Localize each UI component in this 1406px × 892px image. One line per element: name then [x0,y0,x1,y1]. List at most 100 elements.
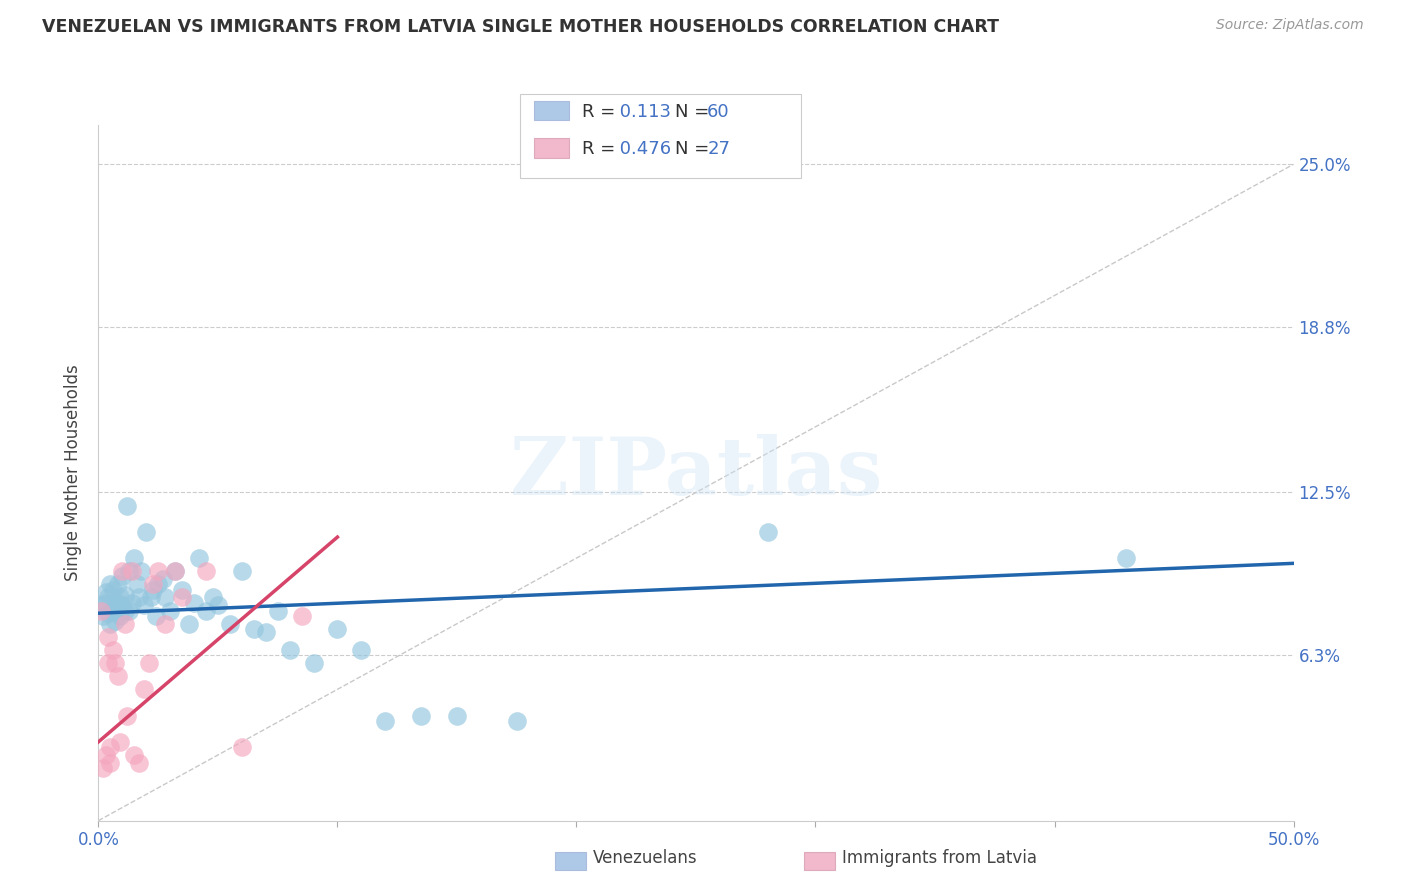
Point [98,756,122,770]
Point [111,599,134,613]
Point [756,524,779,539]
Text: Venezuelans: Venezuelans [593,849,697,867]
Point [97,606,120,620]
Point [125,577,148,591]
Point [104,656,127,670]
Text: 0.476: 0.476 [614,140,672,158]
Point [101,582,124,597]
Point [145,608,167,623]
Point [114,588,136,602]
Point [121,596,143,610]
Point [411,708,433,723]
Point [94,585,117,599]
Point [278,643,301,657]
Point [115,499,138,513]
Point [132,682,155,697]
Point [97,591,120,605]
Point [128,591,150,605]
Text: R =: R = [582,103,621,120]
Point [124,551,146,566]
Point [194,564,218,578]
Y-axis label: Single Mother Households: Single Mother Households [65,365,83,581]
Point [108,591,131,605]
Point [139,591,162,605]
Point [374,714,396,728]
Point [187,551,209,566]
Point [243,622,266,636]
Text: Source: ZipAtlas.com: Source: ZipAtlas.com [1216,18,1364,32]
Point [155,591,177,605]
Point [132,599,155,613]
Point [107,577,129,591]
Point [138,656,160,670]
Point [98,616,122,631]
Point [131,564,153,578]
Point [90,599,112,613]
Point [152,572,174,586]
Point [108,608,131,623]
Point [91,608,114,623]
Point [91,761,114,775]
Point [97,656,120,670]
Point [118,564,141,578]
Text: ZIPatlas: ZIPatlas [510,434,882,512]
Point [219,616,242,631]
Point [350,643,373,657]
Text: N =: N = [675,140,714,158]
Point [142,582,165,597]
Point [115,708,138,723]
Point [172,582,194,597]
Point [254,624,277,639]
Point [231,564,253,578]
Text: N =: N = [675,103,714,120]
Point [98,577,122,591]
Point [104,599,127,613]
Point [231,740,253,755]
Point [128,756,150,770]
Point [148,577,170,591]
Point [104,614,127,628]
Point [114,616,136,631]
Point [111,569,134,583]
Point [291,608,314,623]
Point [326,622,349,636]
Point [97,630,120,644]
Point [135,524,157,539]
Point [506,714,529,728]
Point [114,604,136,618]
Point [302,656,325,670]
Point [159,604,181,618]
Point [94,596,117,610]
Point [101,643,124,657]
Point [124,747,146,762]
Text: 0.113: 0.113 [614,103,672,120]
Point [108,735,131,749]
Text: 27: 27 [707,140,730,158]
Text: Immigrants from Latvia: Immigrants from Latvia [842,849,1038,867]
Point [107,596,129,610]
Point [101,604,124,618]
Point [98,740,122,755]
Point [183,596,205,610]
Point [94,747,117,762]
Point [118,604,141,618]
Point [267,604,290,618]
Point [111,564,134,578]
Point [107,669,129,683]
Point [155,616,177,631]
Point [142,577,165,591]
Point [179,616,201,631]
Text: VENEZUELAN VS IMMIGRANTS FROM LATVIA SINGLE MOTHER HOUSEHOLDS CORRELATION CHART: VENEZUELAN VS IMMIGRANTS FROM LATVIA SIN… [42,18,1000,36]
Point [121,564,143,578]
Point [446,708,468,723]
Point [163,564,186,578]
Point [194,604,218,618]
Point [172,591,194,605]
Point [148,564,170,578]
Point [163,564,186,578]
Point [90,604,112,618]
Point [202,591,225,605]
Text: 60: 60 [707,103,730,120]
Point [207,599,229,613]
Text: R =: R = [582,140,621,158]
